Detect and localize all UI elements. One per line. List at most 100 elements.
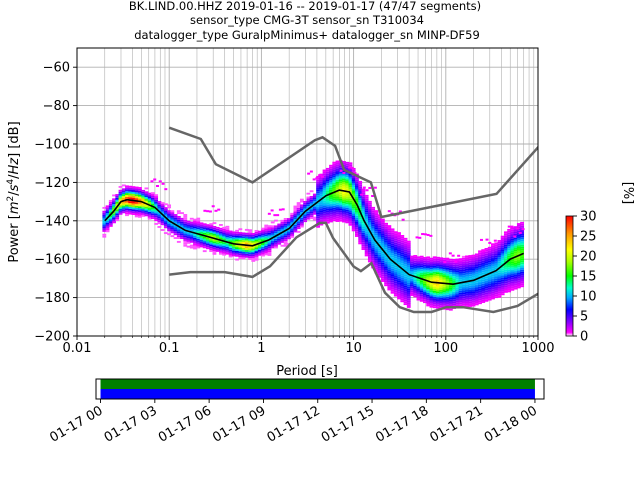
heatmap-cell <box>209 250 214 252</box>
heatmap-cell <box>264 245 269 248</box>
heatmap-cell <box>167 212 172 215</box>
heatmap-cell <box>112 207 116 210</box>
heatmap-cell <box>513 287 518 290</box>
heatmap-cell <box>358 242 363 245</box>
heatmap-cell <box>206 245 210 248</box>
heatmap-cell <box>403 243 408 246</box>
heatmap-cell <box>241 251 246 254</box>
heatmap-cell <box>406 288 411 291</box>
heatmap-cell <box>500 260 505 263</box>
heatmap-cell <box>445 296 450 299</box>
heatmap-cell <box>141 203 146 206</box>
heatmap-cell <box>374 256 379 259</box>
heatmap-cell <box>497 280 502 283</box>
heatmap-cell <box>319 179 324 182</box>
heatmap-cell <box>458 290 463 293</box>
heatmap-cell <box>257 240 262 243</box>
heatmap-cell <box>329 185 333 188</box>
heatmap-cell <box>481 277 486 280</box>
heatmap-cell <box>367 245 372 247</box>
heatmap-cell <box>481 270 486 273</box>
heatmap-cell <box>442 290 447 293</box>
heatmap-cell <box>500 272 505 275</box>
heatmap-cell <box>303 204 308 207</box>
heatmap-cell <box>481 272 486 275</box>
heatmap-cell <box>445 260 450 263</box>
heatmap-cell <box>468 274 473 277</box>
heatmap-cell <box>416 264 421 266</box>
heatmap-cell <box>364 208 369 211</box>
heatmap-cell <box>516 269 521 272</box>
heatmap-cell <box>494 271 499 274</box>
heatmap-cell <box>121 197 126 200</box>
heatmap-cell <box>335 204 340 207</box>
heatmap-cell <box>296 202 301 205</box>
heatmap-cell <box>351 215 356 218</box>
heatmap-cell <box>429 273 434 276</box>
heatmap-cell <box>461 296 466 299</box>
heatmap-cell <box>429 276 434 279</box>
heatmap-cell <box>335 200 340 203</box>
heatmap-cell <box>222 249 227 252</box>
heatmap-cell <box>384 284 388 287</box>
heatmap-cell <box>228 238 233 241</box>
heatmap-cell <box>290 230 295 233</box>
heatmap-cell <box>176 229 181 232</box>
heatmap-cell <box>452 264 457 267</box>
heatmap-cell <box>193 243 197 246</box>
heatmap-cell <box>238 235 243 238</box>
heatmap-cell <box>426 273 431 276</box>
heatmap-cell <box>322 204 327 206</box>
heatmap-cell <box>225 246 230 249</box>
heatmap-cell <box>416 265 421 268</box>
heatmap-cell <box>306 211 311 214</box>
heatmap-cell <box>491 295 495 298</box>
heatmap-cell <box>491 251 495 254</box>
heatmap-cell <box>393 238 398 241</box>
heatmap-cell <box>193 247 197 250</box>
heatmap-cell <box>108 215 113 218</box>
heatmap-cell <box>481 281 486 284</box>
heatmap-cell <box>507 238 512 241</box>
heatmap-cell <box>387 276 392 279</box>
heatmap-cell <box>507 248 512 251</box>
heatmap-cell <box>491 257 495 260</box>
heatmap-cell <box>329 191 333 194</box>
heatmap-cell <box>215 242 220 245</box>
heatmap-cell <box>238 228 243 231</box>
heatmap-cell <box>442 298 447 301</box>
heatmap-cell <box>270 229 275 232</box>
heatmap-cell <box>196 236 201 239</box>
heatmap-cell <box>147 209 152 212</box>
heatmap-cell <box>351 183 356 186</box>
heatmap-cell <box>500 285 505 288</box>
heatmap-cell <box>183 239 188 241</box>
heatmap-cell <box>332 186 337 189</box>
heatmap-cell <box>494 246 499 249</box>
heatmap-cell <box>196 219 201 222</box>
heatmap-cell <box>419 288 424 291</box>
heatmap-cell <box>105 213 110 215</box>
heatmap-cell <box>125 187 129 190</box>
heatmap-cell <box>520 256 525 259</box>
heatmap-cell <box>367 254 372 257</box>
heatmap-cell <box>471 296 476 299</box>
heatmap-cell <box>361 213 366 216</box>
heatmap-cell <box>377 247 382 249</box>
heatmap-cell <box>500 281 505 284</box>
heatmap-cell <box>361 242 366 245</box>
heatmap-outlier <box>158 180 162 183</box>
heatmap-cell <box>442 280 447 283</box>
heatmap-cell <box>416 273 421 276</box>
heatmap-cell <box>296 209 301 212</box>
heatmap-cell <box>371 262 376 265</box>
heatmap-cell <box>270 234 275 237</box>
heatmap-cell <box>355 210 359 212</box>
heatmap-cell <box>494 261 499 264</box>
heatmap-cell <box>147 196 152 199</box>
heatmap-cell <box>520 248 525 251</box>
heatmap-cell <box>478 261 482 264</box>
heatmap-cell <box>251 248 256 251</box>
heatmap-cell <box>118 195 123 198</box>
heatmap-cell <box>397 276 401 279</box>
